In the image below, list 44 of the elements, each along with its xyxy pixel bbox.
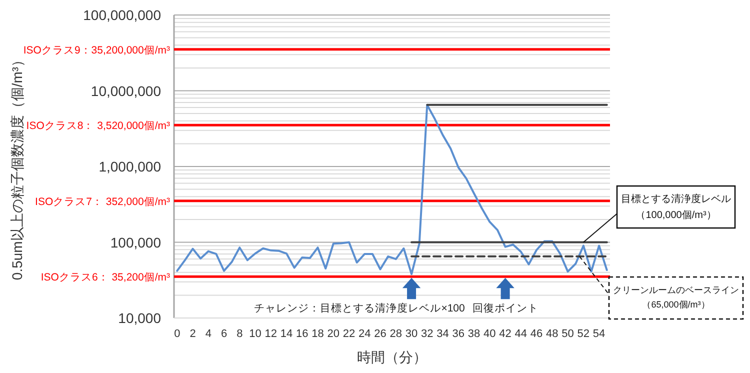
ref-line-label: ISOクラス6： 35,200個/m³ [40,272,170,284]
x-tick-label: 2 [190,328,196,340]
x-tick-label: 28 [390,328,402,340]
y-tick-label: 100,000 [110,234,162,250]
x-tick-label: 24 [358,328,371,340]
x-tick-label: 6 [220,328,228,340]
x-tick-label: 40 [484,328,496,340]
x-tick-label: 52 [577,328,590,340]
x-tick-label: 46 [530,328,543,340]
x-tick-label: 0 [174,328,180,340]
y-tick-label: 10,000,000 [90,82,162,99]
x-axis-title: 時間（分） [357,349,427,365]
x-tick-label: 50 [562,328,574,340]
x-tick-label: 18 [312,328,324,340]
x-tick-label: 30 [405,328,418,340]
x-tick-label: 14 [280,328,293,340]
x-tick-label: 22 [342,328,356,340]
x-tick-label: 44 [514,328,528,340]
x-tick-label: 34 [436,328,449,340]
ref-line-label: ISOクラス8： 3,520,000個/m³ [26,120,170,132]
x-tick-label: 12 [264,328,278,340]
x-tick-label: 10 [249,328,262,340]
annotation: 回復ポイント [472,302,538,315]
y-axis-title: 0.5um以上の粒子個数濃度（個/m³） [9,52,25,280]
x-tick-label: 42 [499,328,512,340]
ref-line-label: ISOクラス7： 352,000個/m³ [35,196,170,208]
x-tick-label: 38 [468,328,480,340]
x-tick-label: 8 [236,328,243,340]
y-tick-label: 100,000,000 [83,7,162,23]
annotation: チャレンジ：目標とする清浄度レベル×100 [254,302,466,315]
x-tick-label: 36 [452,328,465,340]
annotation: 目標とする清浄度レベル（100,000個/m³） [621,193,731,221]
x-tick-label: 48 [546,328,558,340]
y-tick-label: 10,000 [118,310,162,326]
x-tick-label: 20 [327,328,340,340]
ref-line-label: ISOクラス9：35,200,000個/m³ [23,44,170,56]
annotation: クリーンルームのベースライン（65,000個/m³） [613,285,739,310]
x-tick-label: 54 [592,328,606,340]
y-tick-label: 1,000,000 [98,158,162,174]
x-tick-label: 4 [205,328,212,340]
x-tick-label: 26 [374,328,386,340]
x-tick-label: 32 [421,328,434,340]
line-series [176,104,608,276]
x-tick-label: 16 [296,328,308,340]
